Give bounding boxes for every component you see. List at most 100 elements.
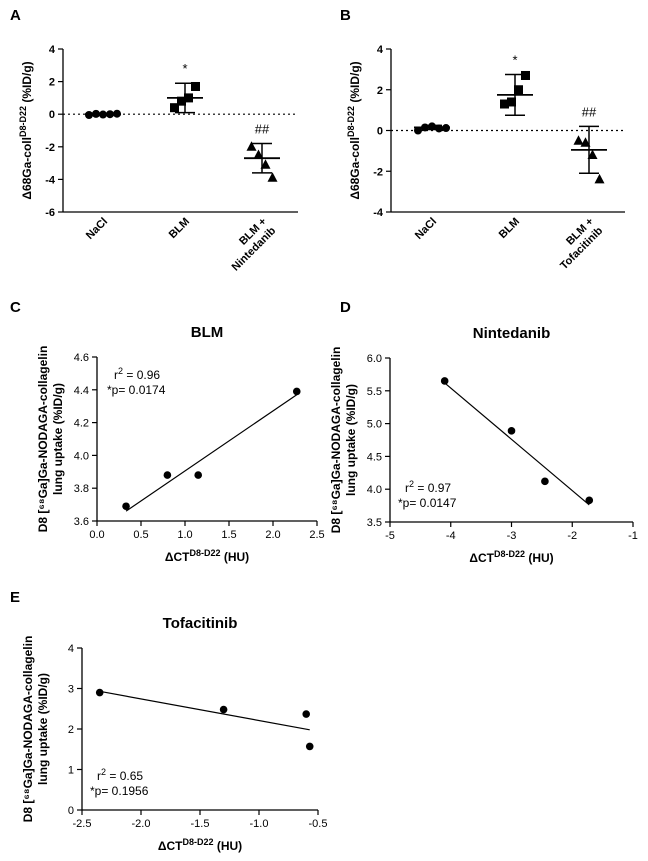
data-point bbox=[260, 159, 271, 169]
panel-label-d: D bbox=[340, 299, 351, 316]
group-blm: * bbox=[497, 52, 533, 116]
p-value-label: *p= 0.0174 bbox=[107, 383, 166, 397]
y-tick-label: 6.0 bbox=[367, 353, 382, 365]
y-tick-label: 4.0 bbox=[367, 484, 382, 496]
y-tick-label: 3 bbox=[68, 684, 74, 696]
data-point bbox=[302, 710, 311, 718]
data-point bbox=[106, 110, 114, 119]
data-point bbox=[541, 477, 549, 486]
data-point bbox=[267, 172, 278, 182]
y-axis-label-line2: lung uptake (%ID/g) bbox=[51, 383, 65, 495]
x-tick-label: -1 bbox=[628, 530, 638, 542]
data-point bbox=[585, 496, 594, 505]
data-point bbox=[253, 149, 264, 159]
y-tick-label: 2 bbox=[377, 85, 383, 97]
data-point bbox=[521, 70, 530, 80]
r-squared-label: r2 = 0.97 bbox=[405, 479, 451, 495]
y-axis-label: D8 [⁶⁸Ga]Ga-NODAGA-collagelin bbox=[36, 346, 50, 533]
data-point bbox=[219, 705, 228, 714]
data-point bbox=[305, 742, 314, 751]
x-tick-label: 2.5 bbox=[309, 529, 324, 541]
data-point bbox=[594, 173, 605, 184]
y-tick-label: 4.4 bbox=[74, 385, 89, 397]
data-point bbox=[122, 502, 130, 511]
p-value-label: *p= 0.1956 bbox=[90, 784, 149, 798]
chart-title: BLM bbox=[191, 324, 224, 341]
x-category-label: BLM +Tofacitinib bbox=[549, 215, 606, 272]
data-point bbox=[163, 471, 172, 479]
data-point bbox=[587, 149, 598, 159]
significance-annotation: * bbox=[512, 52, 517, 67]
x-category-label: BLM bbox=[167, 216, 192, 241]
x-axis-label: ΔCTD8-D22 (HU) bbox=[469, 549, 553, 565]
y-tick-label: 4.5 bbox=[367, 451, 382, 463]
r-squared-label: r2 = 0.65 bbox=[97, 767, 143, 783]
y-tick-label: 3.6 bbox=[74, 516, 89, 528]
p-value-label: *p= 0.0147 bbox=[398, 496, 457, 510]
data-point bbox=[113, 109, 121, 118]
y-tick-label: 4 bbox=[49, 44, 56, 56]
x-tick-label: -2.5 bbox=[73, 818, 92, 830]
significance-annotation: * bbox=[182, 61, 187, 76]
y-axis-label: Δ68Ga-collD8-D22 (%ID/g) bbox=[346, 61, 362, 199]
x-tick-label: -5 bbox=[385, 530, 395, 542]
x-category-label: BLM +Nintedanib bbox=[220, 215, 278, 273]
y-tick-label: 1 bbox=[68, 765, 74, 777]
group-nacl bbox=[85, 109, 121, 120]
data-point bbox=[170, 103, 179, 113]
y-tick-label: -2 bbox=[373, 166, 383, 178]
significance-annotation: ## bbox=[582, 104, 597, 119]
data-point bbox=[442, 124, 450, 133]
y-tick-label: 2 bbox=[49, 77, 55, 89]
scatter-plot-c: BLM 3.6 3.8 4.0 4.2 4.4 4.6 0.0 0.5 1.0 1.5 2.0 2.5 Δ… bbox=[36, 324, 325, 564]
x-tick-label: -2 bbox=[567, 530, 577, 542]
y-tick-label: 5.0 bbox=[367, 419, 382, 431]
data-point bbox=[573, 135, 584, 145]
data-point bbox=[580, 137, 591, 147]
data-point bbox=[99, 110, 107, 119]
x-tick-label: -2.0 bbox=[132, 818, 151, 830]
y-tick-label: 0 bbox=[377, 126, 383, 138]
x-axis-label: ΔCTD8-D22 (HU) bbox=[165, 548, 249, 564]
chart-title: Nintedanib bbox=[473, 325, 551, 342]
data-point bbox=[507, 427, 516, 435]
y-axis-label: D8 [⁶⁸Ga]Ga-NODAGA-collagelin bbox=[21, 636, 35, 823]
data-point bbox=[421, 123, 429, 132]
data-point bbox=[194, 471, 202, 479]
data-point bbox=[414, 126, 422, 135]
data-point bbox=[191, 81, 200, 91]
y-tick-label: 3.8 bbox=[74, 483, 89, 495]
data-point bbox=[500, 99, 509, 109]
regression-line bbox=[125, 394, 298, 512]
y-axis-label-line2: lung uptake (%ID/g) bbox=[36, 673, 50, 785]
x-tick-label: -4 bbox=[446, 530, 456, 542]
group-blm-nintedanib: ## bbox=[244, 122, 280, 182]
scatter-plot-e: Tofacitinib 0 1 2 3 4 -2.5 -2.0 -1.5 -1.0 -0.5 ΔCTD… bbox=[21, 615, 327, 853]
y-tick-label: -4 bbox=[45, 174, 56, 186]
data-point bbox=[428, 122, 436, 131]
y-tick-label: 3.5 bbox=[367, 517, 382, 529]
x-category-label: NaCl bbox=[84, 216, 110, 242]
y-axis-label: D8 [⁶⁸Ga]Ga-NODAGA-collagelin bbox=[329, 347, 343, 534]
y-tick-label: 0 bbox=[49, 109, 55, 121]
data-point bbox=[177, 96, 186, 106]
x-tick-label: -1.5 bbox=[191, 818, 210, 830]
y-tick-label: 5.5 bbox=[367, 386, 382, 398]
data-point bbox=[92, 109, 100, 118]
y-tick-label: -4 bbox=[373, 207, 384, 219]
panel-label-e: E bbox=[10, 589, 20, 606]
y-tick-label: -6 bbox=[45, 207, 55, 219]
significance-annotation: ## bbox=[255, 122, 270, 137]
y-tick-label: 4.6 bbox=[74, 352, 89, 364]
data-point bbox=[184, 93, 193, 103]
r-squared-label: r2 = 0.96 bbox=[114, 366, 160, 382]
data-point bbox=[95, 688, 104, 697]
y-tick-label: 4 bbox=[377, 44, 384, 56]
x-tick-label: 2.0 bbox=[265, 529, 280, 541]
y-axis-label: Δ68Ga-collD8-D22 (%ID/g) bbox=[18, 61, 34, 199]
x-category-label: NaCl bbox=[413, 216, 439, 242]
data-point bbox=[85, 111, 93, 120]
x-tick-label: -1.0 bbox=[250, 818, 269, 830]
y-tick-label: 4 bbox=[68, 643, 74, 655]
